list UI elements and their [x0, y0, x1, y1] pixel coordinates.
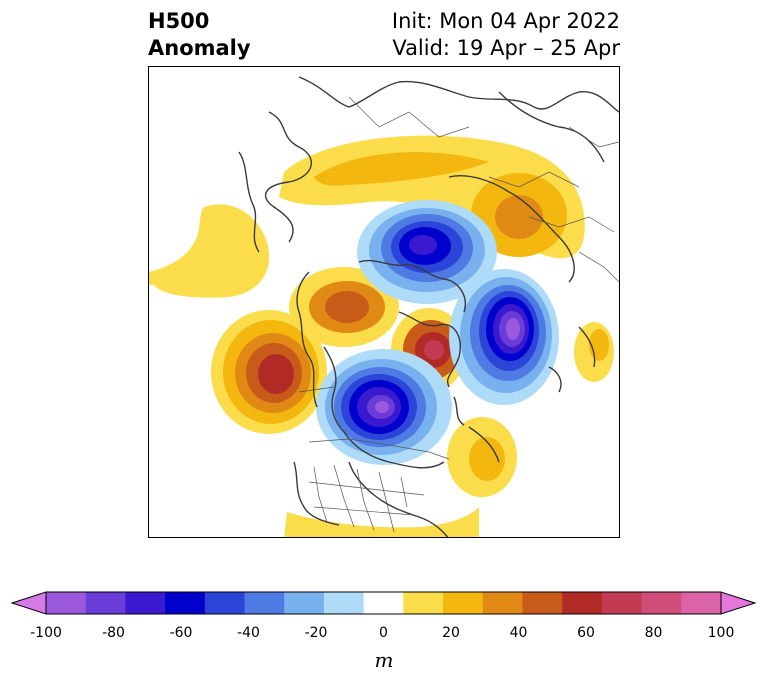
positive-anomaly-south	[284, 507, 479, 537]
colorbar-tick-label: -20	[304, 625, 328, 641]
colorbar-tick-label: 0	[379, 625, 388, 641]
colorbar-tick-label: 40	[509, 625, 528, 641]
positive-anomaly-west-pacific	[149, 204, 270, 298]
colorbar-segment	[284, 592, 325, 614]
map-canvas	[149, 76, 619, 537]
colorbar-segment	[125, 592, 166, 614]
colorbar-segment	[601, 592, 643, 614]
colorbar-segment	[681, 592, 722, 614]
colorbar-segment	[443, 592, 484, 614]
colorbar-segment	[562, 592, 603, 614]
colorbar-units-label: m	[374, 648, 394, 672]
colorbar-segment	[165, 592, 206, 614]
colorbar-tick-label: 80	[644, 625, 663, 641]
colorbar-tick-label: -40	[237, 625, 260, 641]
init-date: Init: Mon 04 Apr 2022	[391, 9, 620, 33]
colorbar-segment	[244, 592, 285, 614]
colorbar-segment	[46, 592, 87, 614]
colorbar-segment	[363, 592, 404, 614]
positive-anomaly-atlantic	[447, 417, 517, 497]
colorbar-segment	[204, 592, 246, 614]
negative-anomaly-scandinavia	[449, 269, 559, 405]
chart-title-left: H500 Anomaly	[148, 8, 251, 62]
title-line-2: Anomaly	[148, 36, 251, 60]
negative-anomaly-north-america	[316, 349, 452, 465]
colorbar-tick-label: -60	[169, 625, 193, 641]
negative-anomaly-arctic	[357, 200, 497, 304]
positive-anomaly-bering	[289, 267, 399, 347]
colorbar-tick-labels: -100 -80 -60 -40 -20 0 20 40 60 80 100	[0, 625, 768, 645]
title-line-1: H500	[148, 9, 210, 33]
colorbar-segment	[323, 592, 365, 614]
colorbar-tick-label: -80	[102, 625, 125, 641]
chart-title-right: Init: Mon 04 Apr 2022 Valid: 19 Apr – 25…	[392, 8, 620, 62]
colorbar-segment	[403, 592, 444, 614]
colorbar-outline	[45, 591, 722, 615]
anomaly-map	[148, 66, 620, 538]
colorbar	[10, 591, 757, 615]
colorbar-segment	[85, 592, 126, 614]
country-borders	[298, 96, 619, 533]
colorbar-tick-label: 100	[707, 625, 735, 641]
colorbar-tick-label: 20	[442, 625, 460, 641]
colorbar-tick-label: 60	[577, 625, 595, 641]
colorbar-segment	[522, 592, 563, 614]
colorbar-segment	[482, 592, 523, 614]
colorbar-segment	[641, 592, 682, 614]
colorbar-extend-max	[720, 591, 757, 615]
valid-range: Valid: 19 Apr – 25 Apr	[392, 36, 620, 60]
colorbar-extend-min	[10, 591, 47, 615]
positive-anomaly-arctic	[279, 135, 585, 259]
colorbar-tick-label: -100	[30, 625, 62, 641]
positive-anomaly-alaska	[211, 310, 327, 434]
